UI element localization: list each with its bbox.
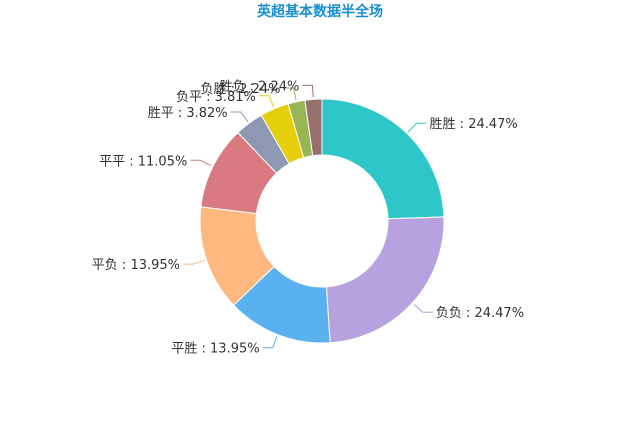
slice-label-7: 负平 : 3.81% — [176, 90, 256, 105]
leader-line-5 — [190, 159, 212, 167]
leader-line-3 — [262, 336, 278, 349]
slice-1[interactable] — [321, 98, 445, 220]
leader-line-1 — [407, 122, 427, 133]
leader-line-8 — [283, 87, 297, 100]
slice-2[interactable] — [325, 216, 445, 344]
slice-label-3: 平胜 : 13.95% — [171, 342, 259, 357]
slice-9[interactable] — [304, 98, 323, 157]
leader-line-2 — [413, 303, 433, 313]
leader-line-7 — [258, 95, 275, 108]
leader-line-6 — [230, 111, 249, 122]
slice-label-4: 平负 : 13.95% — [92, 258, 180, 273]
leader-line-4 — [183, 259, 205, 265]
slice-label-9: 胜负 : 2.24% — [219, 79, 299, 94]
chart-title: 英超基本数据半全场 — [257, 4, 383, 20]
leader-line-9 — [302, 84, 314, 98]
slice-label-1: 胜胜 : 24.47% — [430, 117, 518, 132]
slice-label-5: 平平 : 11.05% — [99, 154, 187, 169]
slice-label-2: 负负 : 24.47% — [436, 306, 524, 321]
slice-label-8: 负胜 : 2.24% — [201, 82, 281, 97]
slice-label-6: 胜平 : 3.82% — [148, 106, 228, 121]
